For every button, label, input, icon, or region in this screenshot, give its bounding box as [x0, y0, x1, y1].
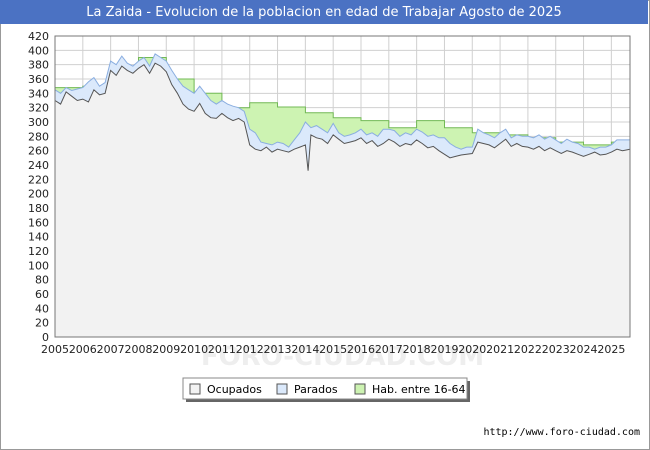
x-tick-label: 2020 — [458, 343, 486, 356]
x-tick-label: 2022 — [514, 343, 542, 356]
x-tick-label: 2023 — [542, 343, 570, 356]
x-tick-label: 2007 — [97, 343, 125, 356]
y-tick-label: 340 — [28, 87, 49, 100]
source-link[interactable]: http://www.foro-ciudad.com — [483, 427, 640, 438]
x-tick-label: 2015 — [319, 343, 347, 356]
y-tick-label: 260 — [28, 145, 49, 158]
x-tick-label: 2010 — [180, 343, 208, 356]
series-ocupados-line — [54, 62, 631, 171]
legend-label: Parados — [294, 383, 338, 396]
watermark: FORO-CIUDAD.COM — [201, 342, 484, 372]
x-tick-label: 2018 — [403, 343, 431, 356]
x-tick-label: 2025 — [597, 343, 625, 356]
y-tick-label: 60 — [35, 288, 49, 301]
y-tick-label: 40 — [35, 302, 49, 315]
y-tick-label: 80 — [35, 274, 49, 287]
plot-border — [54, 35, 631, 338]
y-tick-label: 180 — [28, 202, 49, 215]
legend-label: Hab. entre 16-64 — [372, 383, 466, 396]
y-tick-label: 380 — [28, 59, 49, 72]
y-tick-label: 220 — [28, 173, 49, 186]
x-tick-label: 2009 — [152, 343, 180, 356]
x-tick-label: 2014 — [291, 343, 319, 356]
legend-box — [182, 377, 468, 400]
x-tick-label: 2024 — [570, 343, 598, 356]
legend-swatch — [276, 383, 288, 395]
y-tick-label: 140 — [28, 231, 49, 244]
y-tick-label: 200 — [28, 188, 49, 201]
y-tick-label: 240 — [28, 159, 49, 172]
y-tick-label: 20 — [35, 317, 49, 330]
chart-title: La Zaida - Evolucion de la poblacion en … — [86, 4, 562, 20]
y-tick-label: 100 — [28, 259, 49, 272]
y-tick-label: 0 — [42, 331, 49, 344]
x-tick-label: 2019 — [430, 343, 458, 356]
y-tick-label: 360 — [28, 73, 49, 86]
legend-swatch — [354, 383, 366, 395]
y-tick-label: 280 — [28, 130, 49, 143]
x-tick-label: 2005 — [41, 343, 69, 356]
y-tick-label: 420 — [28, 30, 49, 43]
y-tick-label: 300 — [28, 116, 49, 129]
legend: Ocupados Parados Hab. entre 16-64 — [182, 377, 470, 402]
x-tick-label: 2008 — [124, 343, 152, 356]
x-tick-label: 2016 — [347, 343, 375, 356]
legend-swatch — [189, 383, 201, 395]
y-tick-label: 400 — [28, 44, 49, 57]
series-ocupados-area — [55, 63, 630, 337]
legend-label: Ocupados — [207, 383, 262, 396]
x-tick-label: 2013 — [264, 343, 292, 356]
title-bar: La Zaida - Evolucion de la poblacion en … — [0, 0, 648, 24]
y-tick-label: 120 — [28, 245, 49, 258]
y-tick-label: 160 — [28, 216, 49, 229]
x-tick-label: 2006 — [69, 343, 97, 356]
series-parados-line — [54, 53, 630, 150]
x-tick-label: 2011 — [208, 343, 236, 356]
y-tick-label: 320 — [28, 102, 49, 115]
x-tick-label: 2021 — [486, 343, 514, 356]
x-tick-label: 2012 — [236, 343, 264, 356]
x-tick-label: 2017 — [375, 343, 403, 356]
